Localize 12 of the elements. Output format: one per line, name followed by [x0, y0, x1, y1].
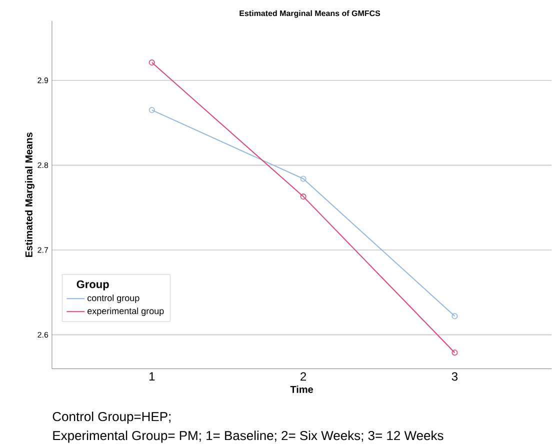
x-tick-label: 2 [300, 372, 306, 381]
point [300, 176, 306, 182]
x-tick-label: 3 [452, 372, 458, 381]
text: Control Group=HEP; [52, 412, 170, 424]
point [300, 194, 306, 200]
legend-label: control group [88, 294, 140, 304]
text: Experimental Group= PM; 1= Baseline; 2= Six Weeks; 3= 12 Weeks [53, 430, 444, 443]
y-axis-title: Estimated Marginal Means [25, 132, 34, 258]
x-axis-title: Time [290, 386, 314, 394]
x-tick-label: 1 [149, 372, 155, 381]
legend-title: Group [76, 280, 109, 290]
legend-label: experimental group [88, 308, 164, 316]
